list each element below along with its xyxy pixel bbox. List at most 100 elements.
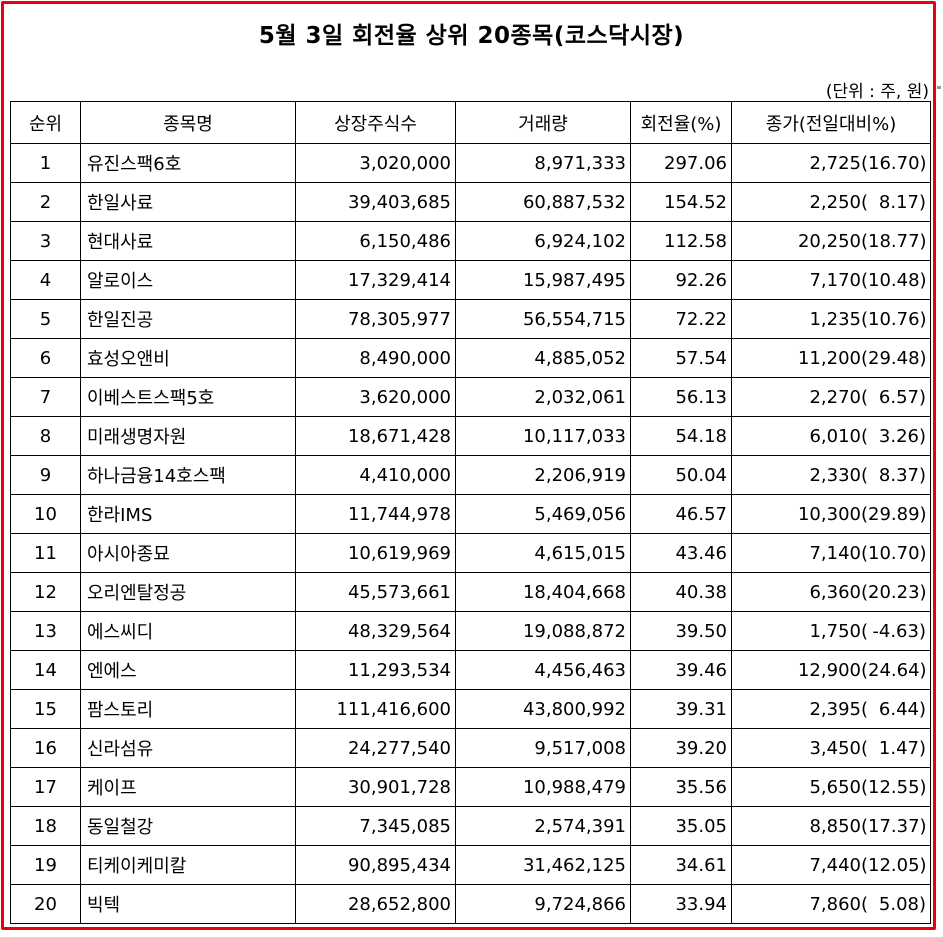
cell-rank: 7 (10, 377, 81, 417)
cell-close-price: 7,440(12.05) (731, 845, 931, 885)
cell-close-price: 7,860(5.08) (731, 884, 931, 924)
cell-close-price: 12,900(24.64) (731, 650, 931, 690)
cell-turnover: 72.22 (630, 299, 732, 339)
cell-name: 알로이스 (80, 260, 296, 300)
change-percent-value: 17.37) (868, 815, 927, 837)
cell-rank: 10 (10, 494, 81, 534)
cell-turnover: 40.38 (630, 572, 732, 612)
cell-close-price: 5,650(12.55) (731, 767, 931, 807)
open-paren: ( (860, 269, 868, 291)
cell-listed-shares: 78,305,977 (295, 299, 456, 339)
table-row: 20 빅텍 28,652,800 9,724,866 33.94 7,860(5.08) (10, 884, 931, 924)
change-percent-value: 10.70) (868, 542, 927, 564)
cell-name: 팜스토리 (80, 689, 296, 729)
close-price-value: 7,860 (809, 893, 861, 915)
table-body: 1 유진스팩6호 3,020,000 8,971,333 297.06 2,725(16.… (10, 143, 931, 924)
open-paren: ( (860, 737, 868, 759)
cell-name: 한라IMS (80, 494, 296, 534)
cell-close-price: 2,725(16.70) (731, 143, 931, 183)
cell-rank: 3 (10, 221, 81, 261)
close-price-value: 20,250 (797, 230, 861, 252)
cell-name: 아시아종묘 (80, 533, 296, 573)
cell-listed-shares: 111,416,600 (295, 689, 456, 729)
cell-volume: 10,988,479 (455, 767, 631, 807)
cell-listed-shares: 7,345,085 (295, 806, 456, 846)
open-paren: ( (860, 776, 868, 798)
table-row: 3 현대사료 6,150,486 6,924,102 112.58 20,250(18.7… (10, 221, 931, 261)
cell-rank: 13 (10, 611, 81, 651)
table-row: 18 동일철강 7,345,085 2,574,391 35.05 8,850(17.37… (10, 806, 931, 846)
table-row: 13 에스씨디 48,329,564 19,088,872 39.50 1,750(-4.… (10, 611, 931, 651)
open-paren: ( (860, 425, 868, 447)
close-price-value: 2,330 (809, 464, 861, 486)
cell-close-price: 3,450(1.47) (731, 728, 931, 768)
cell-name: 유진스팩6호 (80, 143, 296, 183)
cell-rank: 11 (10, 533, 81, 573)
open-paren: ( (860, 386, 868, 408)
cell-name: 하나금융14호스팩 (80, 455, 296, 495)
table-header-row: 순위 종목명 상장주식수 거래량 회전율(%) 종가(전일대비%) (10, 101, 931, 144)
cell-turnover: 39.20 (630, 728, 732, 768)
cell-rank: 2 (10, 182, 81, 222)
cell-name: 미래생명자원 (80, 416, 296, 456)
cell-volume: 19,088,872 (455, 611, 631, 651)
cell-listed-shares: 11,293,534 (295, 650, 456, 690)
table-row: 6 효성오앤비 8,490,000 4,885,052 57.54 11,200(29.4… (10, 338, 931, 378)
change-percent-value: 18.77) (868, 230, 927, 252)
open-paren: ( (860, 152, 868, 174)
cell-listed-shares: 18,671,428 (295, 416, 456, 456)
change-percent-value: 12.55) (868, 776, 927, 798)
cell-close-price: 20,250(18.77) (731, 221, 931, 261)
cell-turnover: 39.46 (630, 650, 732, 690)
change-percent-value: 20.23) (868, 581, 927, 603)
cell-close-price: 6,360(20.23) (731, 572, 931, 612)
header-close-price: 종가(전일대비%) (731, 101, 931, 144)
cell-name: 오리엔탈정공 (80, 572, 296, 612)
cell-listed-shares: 48,329,564 (295, 611, 456, 651)
cell-volume: 9,724,866 (455, 884, 631, 924)
table-row: 2 한일사료 39,403,685 60,887,532 154.52 2,250(8.1… (10, 182, 931, 222)
cell-close-price: 2,330(8.37) (731, 455, 931, 495)
change-percent-value: -4.63) (872, 620, 926, 642)
table-row: 14 엔에스 11,293,534 4,456,463 39.46 12,900(24.6… (10, 650, 931, 690)
change-percent-value: 3.26) (878, 425, 926, 447)
table-row: 15 팜스토리 111,416,600 43,800,992 39.31 2,395(6.… (10, 689, 931, 729)
cell-turnover: 39.31 (630, 689, 732, 729)
close-price-value: 6,010 (809, 425, 861, 447)
cell-volume: 60,887,532 (455, 182, 631, 222)
cell-turnover: 57.54 (630, 338, 732, 378)
cell-close-price: 1,750(-4.63) (731, 611, 931, 651)
open-paren: ( (860, 698, 868, 720)
cell-volume: 8,971,333 (455, 143, 631, 183)
cell-turnover: 54.18 (630, 416, 732, 456)
cell-turnover: 35.56 (630, 767, 732, 807)
header-rank: 순위 (10, 101, 81, 144)
close-price-value: 7,170 (809, 269, 861, 291)
cell-name: 에스씨디 (80, 611, 296, 651)
close-price-value: 3,450 (809, 737, 861, 759)
close-price-value: 12,900 (797, 659, 861, 681)
cell-close-price: 10,300(29.89) (731, 494, 931, 534)
table-row: 16 신라섬유 24,277,540 9,517,008 39.20 3,450(1.47… (10, 728, 931, 768)
close-price-value: 5,650 (809, 776, 861, 798)
change-percent-value: 6.57) (878, 386, 926, 408)
cell-listed-shares: 90,895,434 (295, 845, 456, 885)
cell-listed-shares: 6,150,486 (295, 221, 456, 261)
table-row: 17 케이프 30,901,728 10,988,479 35.56 5,650(12.5… (10, 767, 931, 807)
cell-volume: 4,615,015 (455, 533, 631, 573)
close-price-value: 7,140 (809, 542, 861, 564)
cell-volume: 6,924,102 (455, 221, 631, 261)
close-price-value: 10,300 (797, 503, 861, 525)
close-price-value: 6,360 (809, 581, 861, 603)
cell-rank: 4 (10, 260, 81, 300)
cell-close-price: 1,235(10.76) (731, 299, 931, 339)
cell-turnover: 112.58 (630, 221, 732, 261)
table-row: 10 한라IMS 11,744,978 5,469,056 46.57 10,300(29… (10, 494, 931, 534)
header-turnover: 회전율(%) (630, 101, 732, 144)
cell-rank: 17 (10, 767, 81, 807)
header-listed-shares: 상장주식수 (295, 101, 456, 144)
cell-name: 빅텍 (80, 884, 296, 924)
table-row: 8 미래생명자원 18,671,428 10,117,033 54.18 6,010(3.… (10, 416, 931, 456)
cell-volume: 15,987,495 (455, 260, 631, 300)
cell-turnover: 92.26 (630, 260, 732, 300)
